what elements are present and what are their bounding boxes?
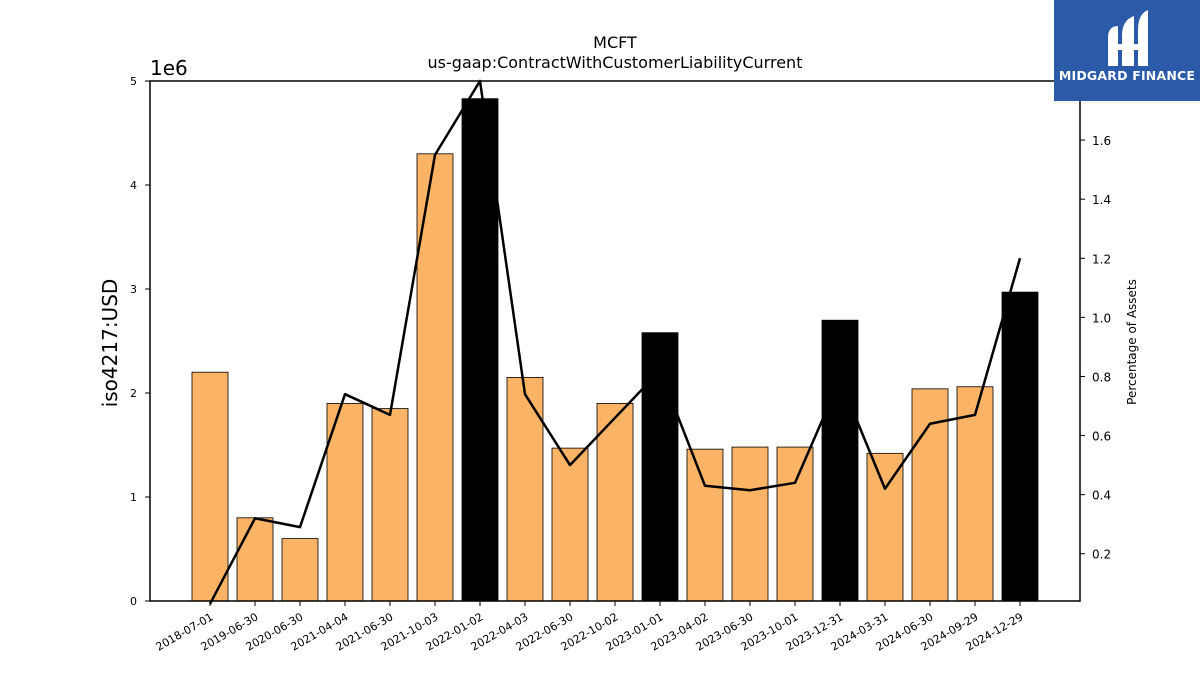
y2-tick-label: 0.6 — [1092, 430, 1111, 444]
y-tick-label: 0 — [130, 595, 137, 608]
bar — [956, 386, 994, 602]
bar — [866, 452, 904, 602]
y-axis-offset-label: 1e6 — [150, 56, 188, 80]
y-axis-label: iso4217:USD — [98, 279, 122, 408]
bar — [236, 517, 274, 602]
brand-logo: MIDGARD FINANCE — [1054, 0, 1200, 101]
bar — [686, 448, 724, 602]
bar — [551, 447, 589, 602]
highlight-bar — [461, 98, 499, 602]
bar — [506, 376, 544, 602]
y2-tick-label: 0.2 — [1092, 548, 1111, 562]
y-tick-label: 4 — [130, 179, 137, 192]
bar — [281, 538, 319, 602]
y2-tick-label: 1.6 — [1092, 134, 1111, 148]
chart-subtitle: us-gaap:ContractWithCustomerLiabilityCur… — [428, 53, 803, 72]
highlight-bar — [821, 319, 859, 602]
brand-logo-text: MIDGARD FINANCE — [1058, 68, 1196, 83]
y2-tick-label: 1.2 — [1092, 252, 1111, 266]
y-tick-label: 1 — [130, 491, 137, 504]
y2-tick-label: 1.0 — [1092, 311, 1111, 325]
highlight-bar — [641, 332, 679, 602]
bar — [776, 446, 814, 602]
highlight-bar — [1001, 291, 1039, 602]
y2-tick-label: 0.4 — [1092, 489, 1111, 503]
y2-tick-label: 0.8 — [1092, 370, 1111, 384]
y-tick-label: 5 — [130, 75, 137, 88]
y-tick-label: 3 — [130, 283, 137, 296]
line-group — [208, 79, 1022, 605]
percentage-line — [208, 79, 1022, 605]
chart-title: MCFT — [593, 33, 637, 52]
bar — [191, 371, 229, 602]
bars-group — [191, 98, 1039, 602]
y2-tick-label: 1.4 — [1092, 193, 1111, 207]
bar — [371, 408, 409, 602]
bar — [731, 446, 769, 602]
y-tick-label: 2 — [130, 387, 137, 400]
brand-logo-icon — [1108, 10, 1148, 66]
bar — [596, 402, 634, 602]
bar — [326, 402, 364, 602]
y2-axis-label: Percentage of Assets — [1125, 279, 1139, 405]
